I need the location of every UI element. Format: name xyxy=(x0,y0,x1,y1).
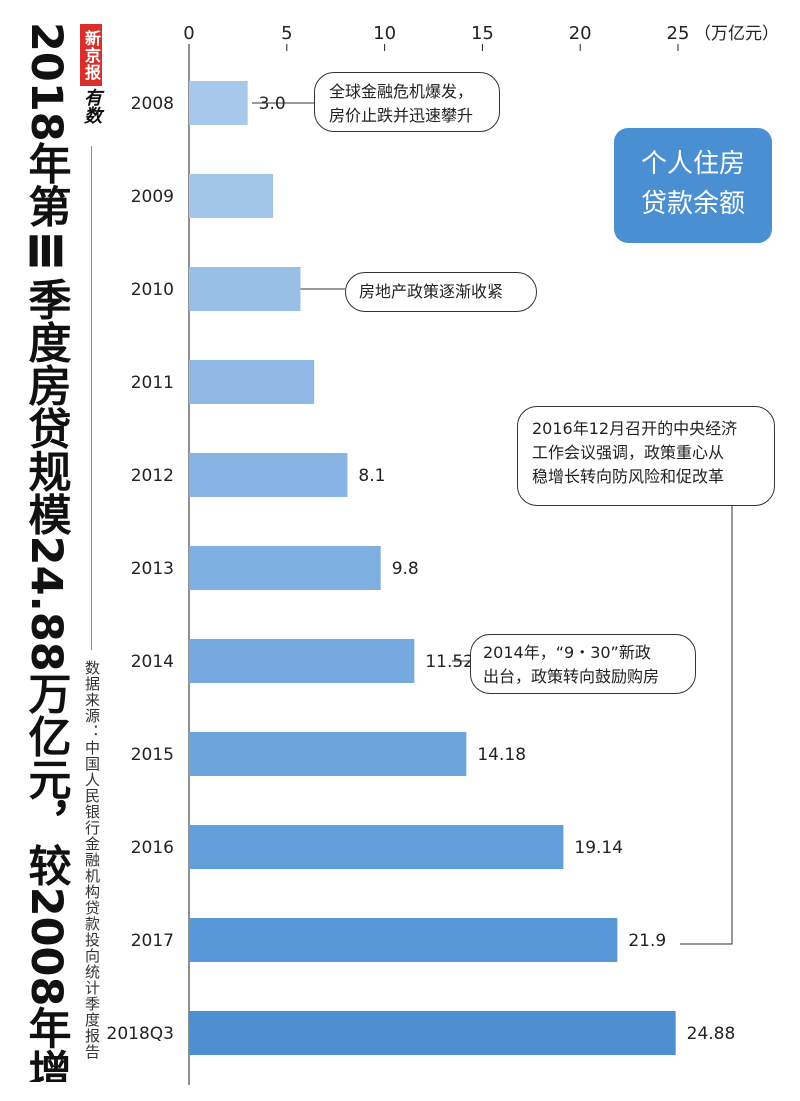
bar-2010 xyxy=(189,267,301,311)
data-label-2015: 14.18 xyxy=(477,745,526,765)
category-label-2014: 2014 xyxy=(131,652,174,672)
headline: 2018年第Ⅲ季度房贷规模24.88万亿元，较2008年增长7.3倍 xyxy=(21,22,71,1082)
bar-2008 xyxy=(189,81,248,125)
category-label-2015: 2015 xyxy=(131,745,174,765)
brand-logo: 新京报 有数 xyxy=(80,24,104,144)
x-tick-label: 25 xyxy=(667,23,690,44)
bar-2016 xyxy=(189,825,564,869)
info-box-line2: 贷款余额 xyxy=(640,189,745,219)
data-source: 数据来源：中国人民银行金融机构贷款投向统计季度报告 xyxy=(83,660,101,1060)
bar-2013 xyxy=(189,546,381,590)
x-tick-label: 20 xyxy=(569,23,592,44)
bar-2012 xyxy=(189,453,348,497)
callout-2010: 房地产政策逐渐收紧 xyxy=(345,272,537,312)
bar-2017 xyxy=(189,918,618,962)
info-box-line1: 个人住房 xyxy=(640,149,745,179)
x-tick-label: 5 xyxy=(281,23,292,44)
x-tick-label: 0 xyxy=(183,23,194,44)
category-label-2017: 2017 xyxy=(131,931,174,951)
brand-script: 有数 xyxy=(81,88,102,124)
category-label-2013: 2013 xyxy=(131,559,174,579)
category-label-2008: 2008 xyxy=(131,94,174,114)
category-label-2012: 2012 xyxy=(131,466,174,486)
category-label-2018Q3: 2018Q3 xyxy=(107,1024,174,1044)
bar-2011 xyxy=(189,360,315,404)
category-label-2016: 2016 xyxy=(131,838,174,858)
callout-2008-line2: 房价止跌并迅速攀升 xyxy=(329,106,474,125)
callout-2016-line3: 稳增长转向防风险和促改革 xyxy=(532,467,725,486)
callout-2010-line1: 房地产政策逐渐收紧 xyxy=(359,282,504,301)
bar-2014 xyxy=(189,639,415,683)
data-label-2008: 3.0 xyxy=(259,94,286,114)
data-label-2018Q3: 24.88 xyxy=(687,1024,736,1044)
bar-2015 xyxy=(189,732,467,776)
x-axis-unit: （万亿元） xyxy=(694,24,779,44)
category-label-2009: 2009 xyxy=(131,187,174,207)
callout-2014: 2014年，“9・30”新政 出台，政策转向鼓励购房 xyxy=(470,634,696,694)
data-label-2016: 19.14 xyxy=(574,838,623,858)
x-tick-label: 10 xyxy=(373,23,396,44)
info-box: 个人住房 贷款余额 xyxy=(614,128,772,243)
category-label-2011: 2011 xyxy=(131,373,174,393)
brand-divider xyxy=(91,146,92,650)
callout-2016-line1: 2016年12月召开的中央经济 xyxy=(532,419,738,438)
callout-2008-line1: 全球金融危机爆发， xyxy=(329,82,474,101)
callout-2008: 全球金融危机爆发， 房价止跌并迅速攀升 xyxy=(314,72,500,132)
data-label-2017: 21.9 xyxy=(628,931,666,951)
category-label-2010: 2010 xyxy=(131,280,174,300)
callout-2016-line2: 工作会议强调，政策重心从 xyxy=(532,443,725,462)
data-label-2014: 11.52 xyxy=(425,652,474,672)
x-tick-label: 15 xyxy=(471,23,494,44)
data-label-2013: 9.8 xyxy=(392,559,419,579)
bar-2009 xyxy=(189,174,274,218)
bar-2018Q3 xyxy=(189,1011,676,1055)
data-label-2012: 8.1 xyxy=(358,466,385,486)
leader-2017 xyxy=(680,506,733,945)
callout-2016: 2016年12月召开的中央经济 工作会议强调，政策重心从 稳增长转向防风险和促改… xyxy=(517,406,775,506)
callout-2014-line1: 2014年，“9・30”新政 xyxy=(483,643,651,662)
callout-2014-line2: 出台，政策转向鼓励购房 xyxy=(483,667,660,686)
brand-badge: 新京报 xyxy=(80,24,102,86)
